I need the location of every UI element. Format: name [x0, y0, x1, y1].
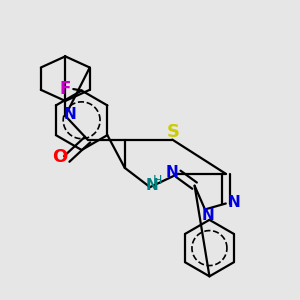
- Text: N: N: [228, 194, 241, 209]
- Text: N: N: [146, 178, 158, 193]
- Text: N: N: [202, 208, 214, 224]
- Text: F: F: [60, 80, 71, 98]
- Text: H: H: [153, 174, 162, 187]
- Text: N: N: [63, 107, 76, 122]
- Text: N: N: [165, 165, 178, 180]
- Text: O: O: [52, 148, 68, 166]
- Text: S: S: [167, 123, 180, 141]
